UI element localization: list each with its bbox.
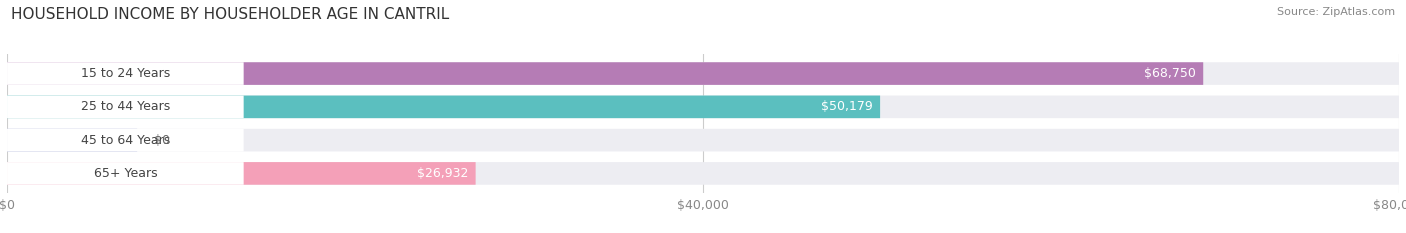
Text: HOUSEHOLD INCOME BY HOUSEHOLDER AGE IN CANTRIL: HOUSEHOLD INCOME BY HOUSEHOLDER AGE IN C… [11, 7, 450, 22]
FancyBboxPatch shape [7, 162, 243, 185]
FancyBboxPatch shape [7, 62, 1399, 85]
Text: 65+ Years: 65+ Years [94, 167, 157, 180]
FancyBboxPatch shape [7, 129, 138, 151]
FancyBboxPatch shape [7, 96, 880, 118]
FancyBboxPatch shape [7, 96, 1399, 118]
Text: $26,932: $26,932 [418, 167, 468, 180]
FancyBboxPatch shape [7, 62, 1204, 85]
Text: $50,179: $50,179 [821, 100, 873, 113]
Text: $0: $0 [153, 134, 170, 147]
FancyBboxPatch shape [7, 129, 1399, 151]
Text: 15 to 24 Years: 15 to 24 Years [80, 67, 170, 80]
Text: 25 to 44 Years: 25 to 44 Years [80, 100, 170, 113]
FancyBboxPatch shape [7, 96, 243, 118]
FancyBboxPatch shape [7, 162, 1399, 185]
FancyBboxPatch shape [7, 162, 475, 185]
Text: 45 to 64 Years: 45 to 64 Years [80, 134, 170, 147]
FancyBboxPatch shape [7, 129, 243, 151]
Text: $68,750: $68,750 [1144, 67, 1197, 80]
FancyBboxPatch shape [7, 62, 243, 85]
Text: Source: ZipAtlas.com: Source: ZipAtlas.com [1277, 7, 1395, 17]
